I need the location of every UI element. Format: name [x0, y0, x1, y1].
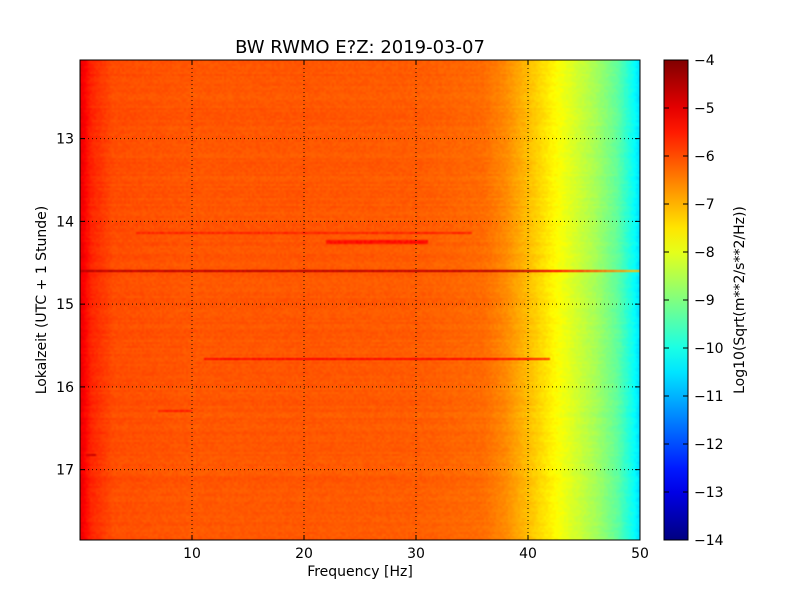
- plot-frame: [79, 59, 641, 541]
- colorbar-tick-label: −9: [694, 293, 715, 309]
- x-tick-label: 50: [631, 546, 649, 562]
- x-tick-label: 20: [295, 546, 313, 562]
- x-axis-label: Frequency [Hz]: [307, 564, 413, 580]
- colorbar-tick-label: −4: [694, 53, 715, 69]
- colorbar-tick-label: −6: [694, 149, 715, 165]
- y-axis-ticks: 13 14 15 16 17: [56, 132, 640, 479]
- x-axis-ticks: 10 20 30 40 50: [183, 60, 649, 562]
- y-axis-label: Lokalzeit (UTC + 1 Stunde): [34, 206, 50, 395]
- colorbar-tick-label: −7: [694, 197, 715, 213]
- y-tick-label: 14: [56, 214, 74, 230]
- y-tick-label: 15: [56, 297, 74, 313]
- colorbar-tick-label: −8: [694, 245, 715, 261]
- colorbar-tick-label: −13: [694, 485, 724, 501]
- colorbar-tick-label: −14: [694, 533, 724, 549]
- y-tick-label: 17: [56, 463, 74, 479]
- colorbar-label: Log10(Sqrt(m**2/s**2/Hz)): [732, 206, 748, 394]
- spectrogram-heatmap: [80, 60, 640, 540]
- y-tick-label: 13: [56, 132, 74, 148]
- colorbar-tick-label: −10: [694, 341, 724, 357]
- y-tick-label: 16: [56, 380, 74, 396]
- colorbar-tick-label: −12: [694, 437, 724, 453]
- colorbar-tick-label: −5: [694, 101, 715, 117]
- x-tick-label: 30: [407, 546, 425, 562]
- colorbar-ticks: −4 −5 −6 −7 −8 −9 −10 −11 −12 −13 −14: [664, 53, 724, 549]
- x-tick-label: 40: [519, 546, 537, 562]
- grid-lines: [80, 60, 640, 540]
- chart-title: BW RWMO E?Z: 2019-03-07: [235, 37, 485, 58]
- colorbar-tick-label: −11: [694, 389, 724, 405]
- x-tick-label: 10: [183, 546, 201, 562]
